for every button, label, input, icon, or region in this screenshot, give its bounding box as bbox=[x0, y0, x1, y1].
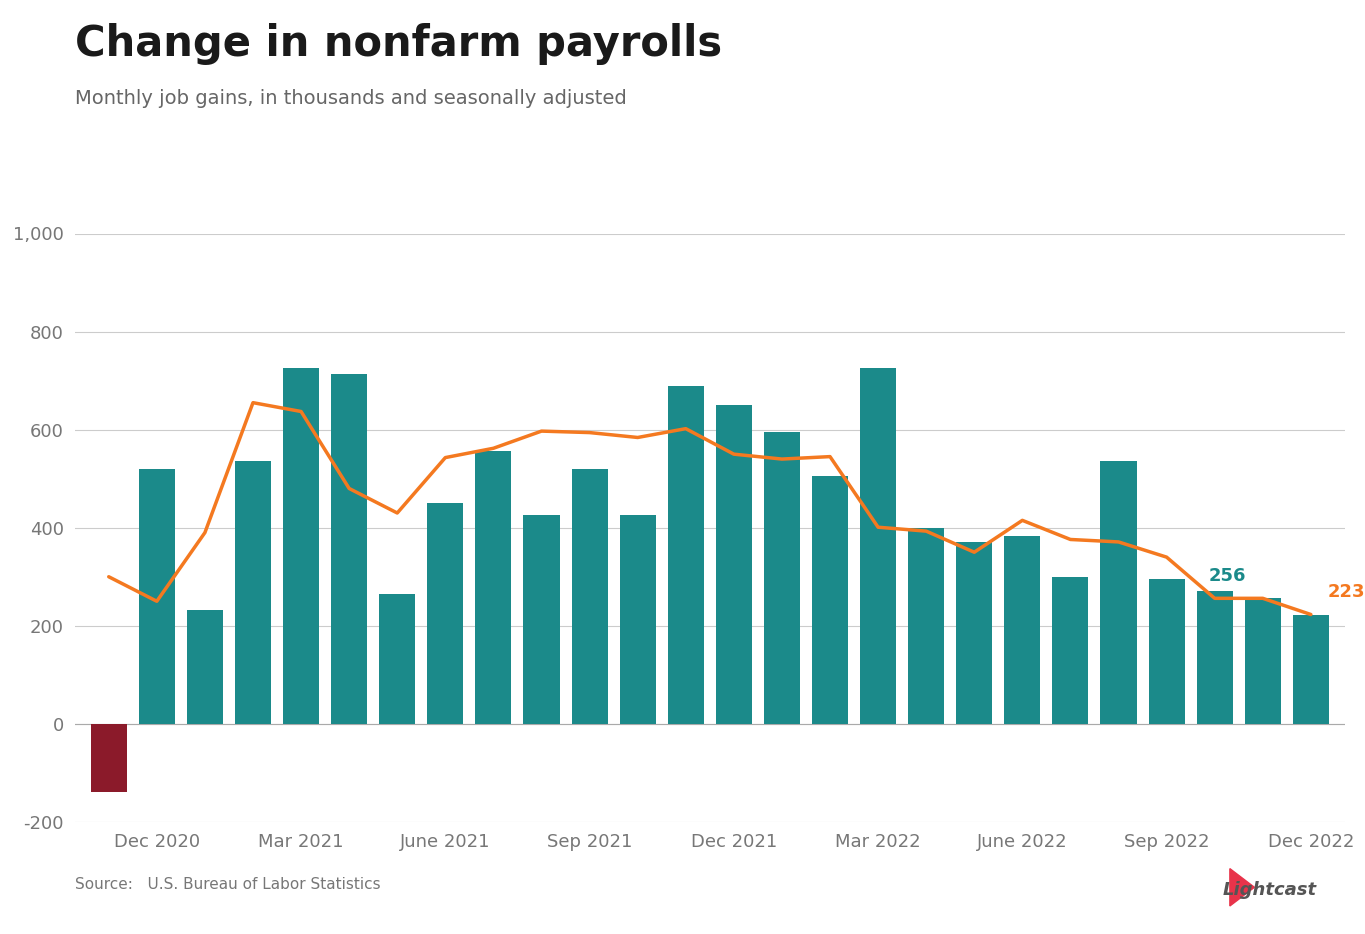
Bar bbox=[427, 503, 463, 724]
Bar bbox=[1245, 599, 1280, 724]
Bar bbox=[667, 386, 704, 724]
Text: Lightcast: Lightcast bbox=[1223, 881, 1317, 899]
Bar bbox=[1148, 579, 1185, 724]
Polygon shape bbox=[1230, 869, 1254, 906]
Bar bbox=[1293, 615, 1330, 724]
Bar bbox=[332, 374, 367, 724]
Bar bbox=[187, 610, 222, 724]
Text: Monthly job gains, in thousands and seasonally adjusted: Monthly job gains, in thousands and seas… bbox=[75, 89, 627, 107]
Bar bbox=[139, 469, 175, 724]
Bar bbox=[475, 451, 512, 724]
Bar bbox=[379, 594, 415, 724]
Bar bbox=[812, 476, 848, 724]
Bar bbox=[1052, 576, 1088, 724]
Text: Change in nonfarm payrolls: Change in nonfarm payrolls bbox=[75, 23, 722, 65]
Bar bbox=[283, 368, 319, 724]
Bar bbox=[1005, 535, 1040, 724]
Text: 223: 223 bbox=[1328, 583, 1365, 601]
Bar bbox=[764, 432, 800, 724]
Bar bbox=[715, 405, 752, 724]
Text: Source:   U.S. Bureau of Labor Statistics: Source: U.S. Bureau of Labor Statistics bbox=[75, 877, 381, 892]
Bar bbox=[90, 724, 127, 792]
Bar bbox=[235, 461, 272, 724]
Bar bbox=[1197, 591, 1233, 724]
Bar bbox=[860, 368, 897, 724]
Bar bbox=[957, 543, 992, 724]
Bar bbox=[620, 516, 655, 724]
Bar bbox=[523, 516, 560, 724]
Text: 256: 256 bbox=[1208, 567, 1246, 585]
Bar bbox=[1100, 460, 1137, 724]
Bar bbox=[908, 528, 945, 724]
Bar bbox=[572, 470, 607, 724]
